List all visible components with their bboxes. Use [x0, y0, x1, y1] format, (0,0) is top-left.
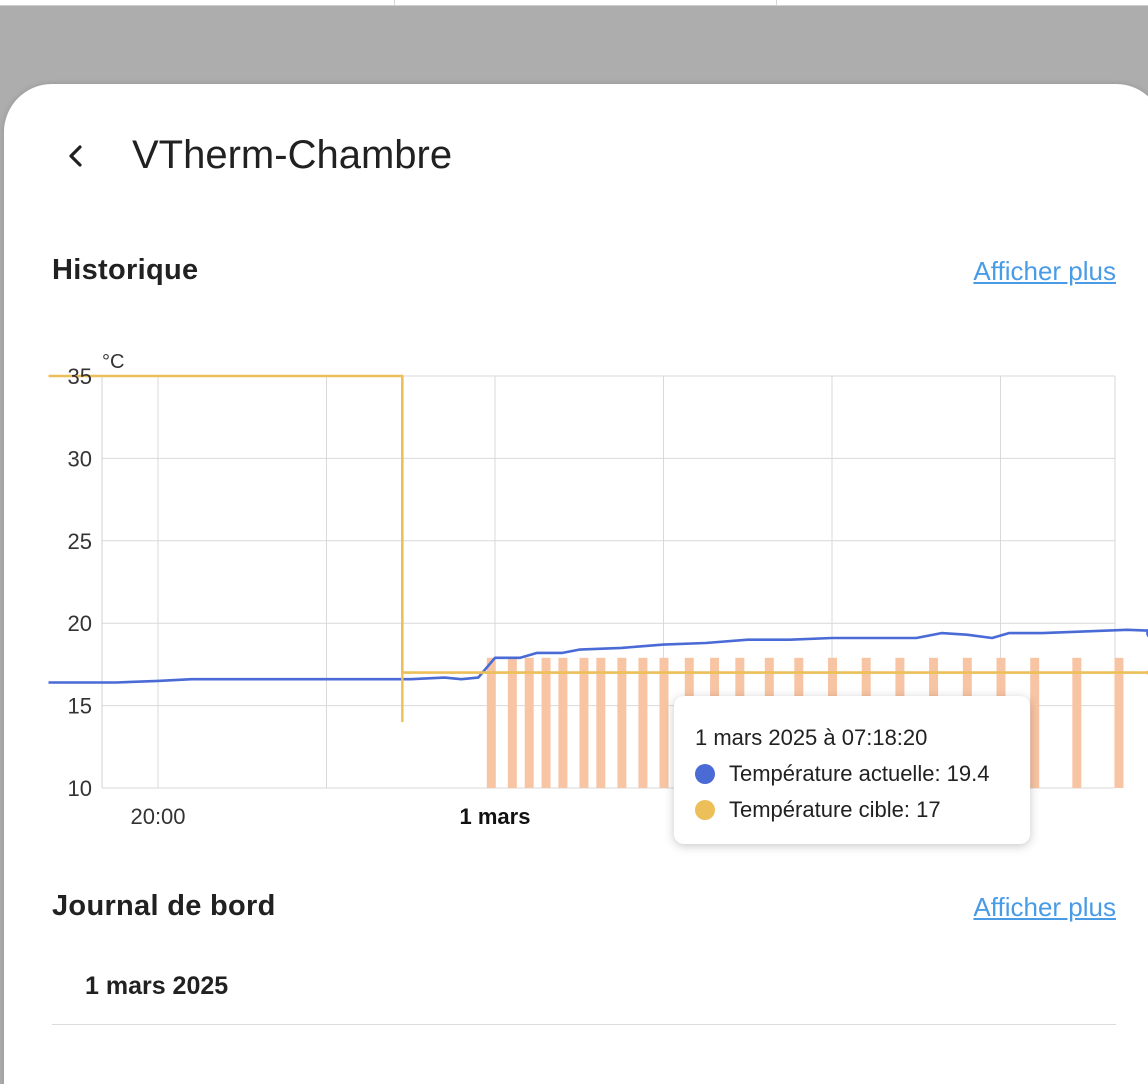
y-tick-label: 35 [68, 364, 92, 389]
heating-bar [579, 658, 588, 788]
background-separator [776, 0, 777, 5]
logbook-show-more-link[interactable]: Afficher plus [973, 892, 1116, 923]
background-separator [394, 0, 395, 5]
x-tick-label: 20:00 [130, 804, 185, 829]
tooltip-header: 1 mars 2025 à 07:18:20 [695, 720, 1030, 756]
heating-bar [1114, 658, 1123, 788]
tooltip-item-current: Température actuelle: 19.4 [695, 756, 1030, 792]
logbook-divider [52, 1024, 1116, 1025]
chart-tooltip: 1 mars 2025 à 07:18:20 Température actue… [674, 696, 1030, 844]
heating-bar [1030, 658, 1039, 788]
history-title: Historique [52, 254, 198, 287]
target-temp-line [49, 376, 1148, 673]
dialog-title: VTherm-Chambre [132, 130, 452, 180]
heating-bar [542, 658, 551, 788]
x-tick-label: 1 mars [460, 804, 531, 829]
tooltip-item-target: Température cible: 17 [695, 792, 1030, 828]
y-tick-label: 15 [68, 694, 92, 719]
heating-bar [660, 658, 669, 788]
heating-bar [638, 658, 647, 788]
heating-bar [617, 658, 626, 788]
y-unit-label: °C [102, 351, 124, 373]
target-temp-legend-dot [695, 800, 715, 820]
history-show-more-link[interactable]: Afficher plus [973, 256, 1116, 287]
back-button[interactable] [56, 134, 96, 178]
heating-bar [508, 658, 517, 788]
background-top-bar [0, 0, 1148, 6]
chevron-left-icon [64, 142, 88, 170]
logbook-date-header: 1 mars 2025 [85, 972, 228, 1001]
tooltip-target-label: Température cible: 17 [729, 797, 941, 823]
heating-bar [487, 658, 496, 788]
heating-bar [1072, 658, 1081, 788]
y-tick-label: 25 [68, 529, 92, 554]
heating-bar [525, 658, 534, 788]
tooltip-current-label: Température actuelle: 19.4 [729, 761, 990, 787]
tooltip-timestamp: 1 mars 2025 à 07:18:20 [695, 725, 927, 751]
y-tick-label: 30 [68, 446, 92, 471]
heating-bar [558, 658, 567, 788]
current-temp-legend-dot [695, 764, 715, 784]
y-tick-label: 10 [68, 776, 92, 801]
logbook-title: Journal de bord [52, 890, 276, 923]
heating-bar [596, 658, 605, 788]
y-tick-label: 20 [68, 611, 92, 636]
